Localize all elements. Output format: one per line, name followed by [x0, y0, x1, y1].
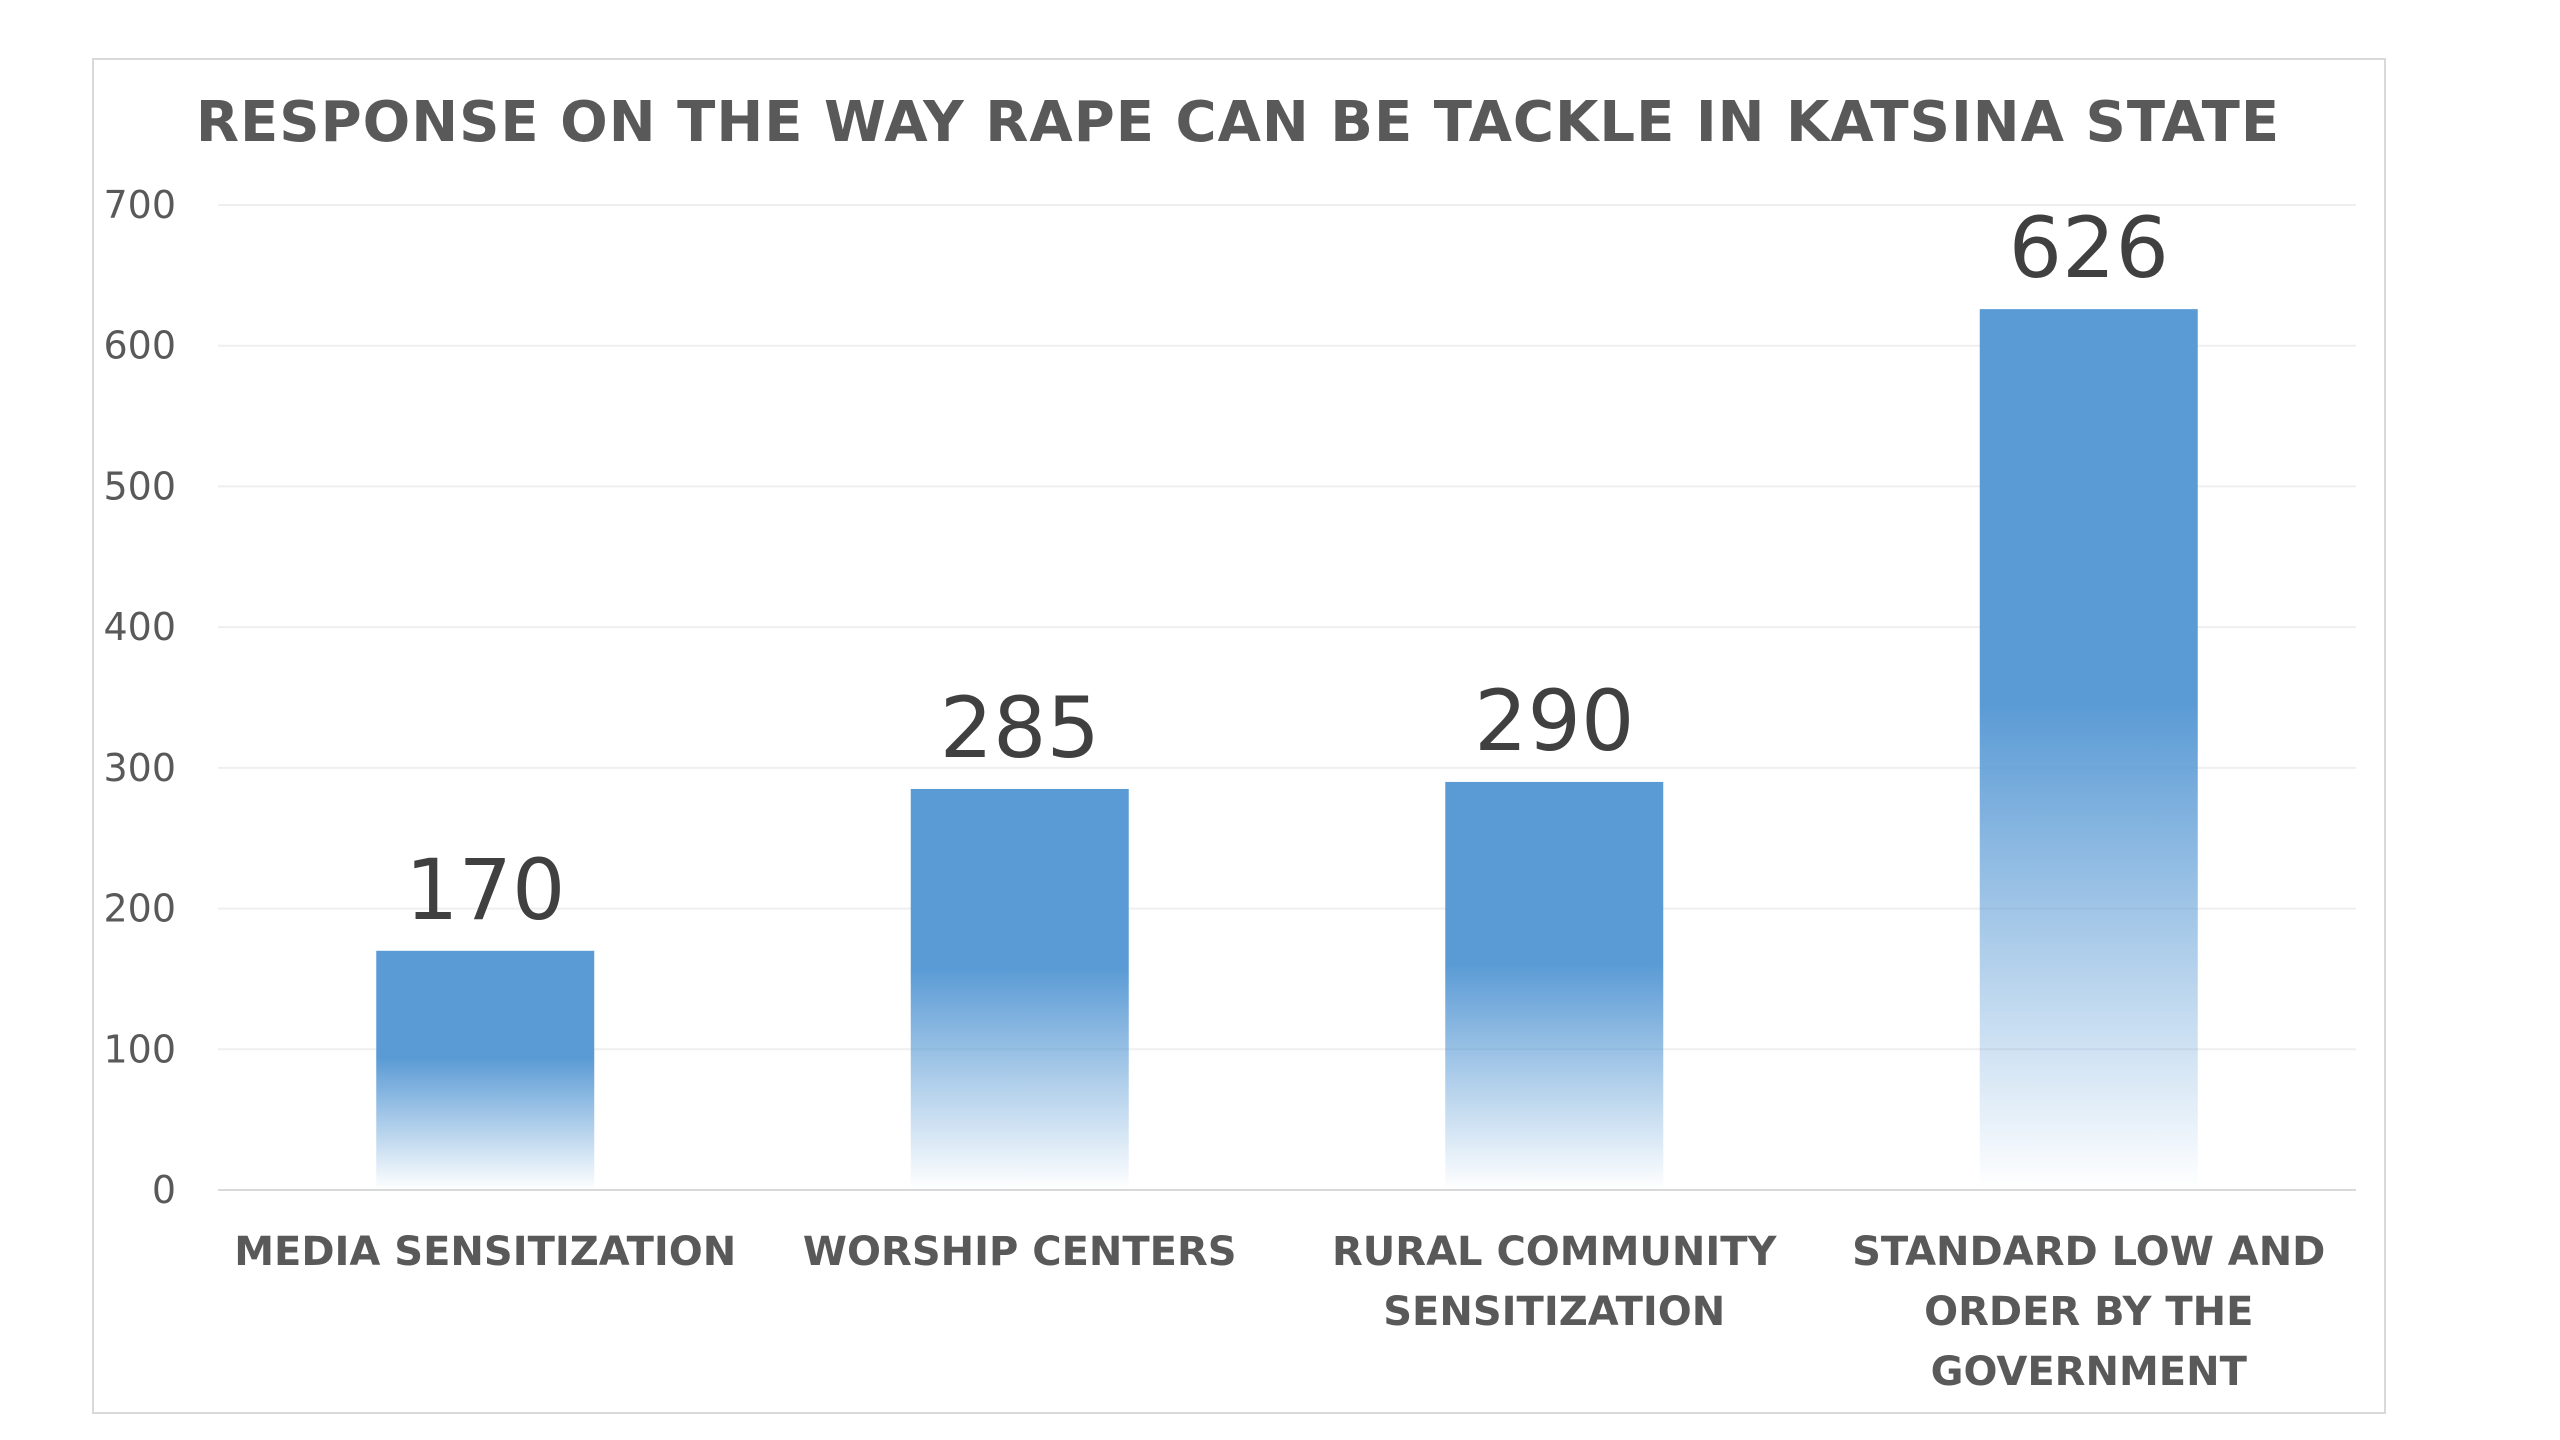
x-category-label: MEDIA SENSITIZATION [234, 1229, 736, 1275]
x-category-label: SENSITIZATION [1383, 1289, 1725, 1335]
y-tick-label: 0 [152, 1168, 176, 1212]
x-category-label: RURAL COMMUNITY [1332, 1229, 1778, 1275]
data-label: 626 [2009, 199, 2169, 297]
x-category-label: WORSHIP CENTERS [803, 1229, 1237, 1275]
bar [910, 788, 1129, 1190]
y-tick-label: 400 [103, 605, 176, 649]
x-category-label: GOVERNMENT [1931, 1349, 2248, 1395]
y-tick-label: 600 [103, 324, 176, 368]
bar [376, 950, 595, 1190]
y-tick-label: 100 [103, 1027, 176, 1071]
chart-title: RESPONSE ON THE WAY RAPE CAN BE TACKLE I… [195, 90, 2281, 155]
bar [1445, 781, 1664, 1190]
bars [376, 309, 2198, 1191]
bar [1979, 309, 2198, 1191]
y-tick-label: 500 [103, 464, 176, 508]
labels: 0 100 200 300 400 500 600 700 170 MEDIA SENSITIZA… [103, 183, 2325, 1395]
y-tick-label: 300 [103, 746, 176, 790]
data-label: 290 [1474, 672, 1634, 770]
x-category-label: STANDARD LOW AND [1852, 1229, 2325, 1275]
x-category-label: ORDER BY THE [1924, 1289, 2253, 1335]
data-label: 170 [405, 841, 565, 939]
y-tick-label: 200 [103, 887, 176, 931]
data-label: 285 [940, 679, 1100, 777]
y-tick-label: 700 [103, 183, 176, 227]
